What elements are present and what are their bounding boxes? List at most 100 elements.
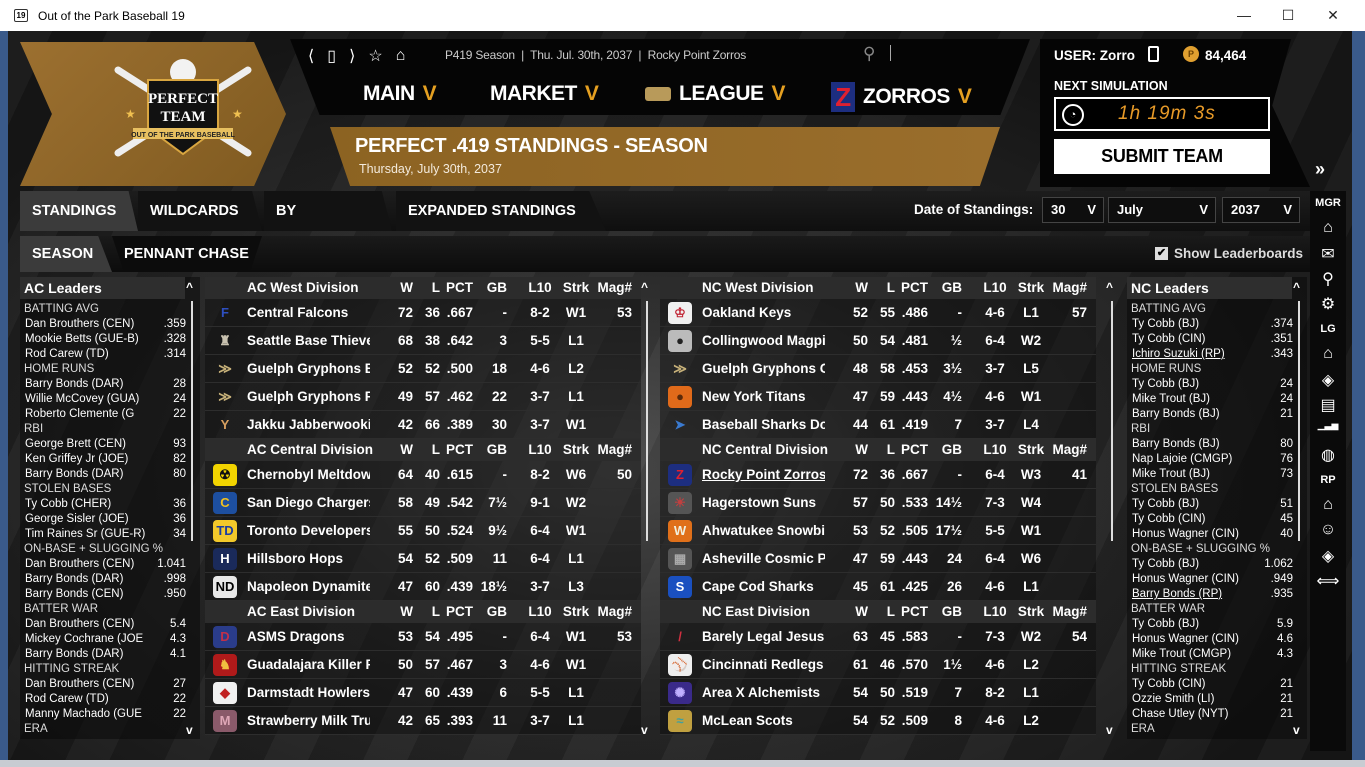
nav-main[interactable]: MAIN V xyxy=(363,82,437,106)
scroll-thumb[interactable] xyxy=(191,301,193,541)
close-button[interactable]: ✕ xyxy=(1327,7,1339,23)
tab-wildcards[interactable]: WILDCARDS xyxy=(138,191,262,231)
leader-row[interactable]: George Brett (CEN) 93 xyxy=(20,437,186,452)
column-header-l10[interactable]: L10 xyxy=(983,604,1007,619)
leader-row[interactable]: Ty Cobb (BJ) 5.9 xyxy=(1127,617,1293,632)
back-icon[interactable]: ⟨ xyxy=(308,48,315,65)
column-header-mag[interactable]: Mag# xyxy=(597,604,632,619)
leader-name[interactable]: Barry Bonds (DAR) xyxy=(25,378,124,390)
leader-row[interactable]: Mike Trout (CMGP) 4.3 xyxy=(1127,647,1293,662)
leader-name[interactable]: Barry Bonds (RP) xyxy=(1132,588,1223,600)
scroll-up-icon[interactable]: ^ xyxy=(186,280,194,294)
leader-name[interactable]: Barry Bonds (DAR) xyxy=(25,648,124,660)
search-icon[interactable]: ⚲ xyxy=(863,44,876,63)
team-name[interactable]: Central Falcons xyxy=(247,305,349,320)
maximize-button[interactable]: ☐ xyxy=(1281,7,1295,23)
column-header-mag[interactable]: Mag# xyxy=(1052,280,1087,295)
team-row[interactable]: ● New York Titans 47 59 .443 4½ 4-6 W1 xyxy=(660,383,1096,411)
leader-name[interactable]: Barry Bonds (DAR) xyxy=(25,468,124,480)
team-row[interactable]: Z Rocky Point Zorros 72 36 .667 - 6-4 W3 41 xyxy=(660,461,1096,489)
home-icon[interactable]: ⌂ xyxy=(1323,219,1333,236)
leader-name[interactable]: Ozzie Smith (LI) xyxy=(1132,693,1215,705)
leader-row[interactable]: Ty Cobb (CIN) 21 xyxy=(1127,677,1293,692)
team-name[interactable]: McLean Scots xyxy=(702,713,793,728)
nav-market[interactable]: MARKET V xyxy=(490,82,599,106)
leader-name[interactable]: Mickey Cochrane (JOE xyxy=(25,633,144,645)
nav-zorros[interactable]: Z ZORROS V xyxy=(831,82,972,112)
column-header-l10[interactable]: L10 xyxy=(983,442,1007,457)
show-leaderboards-checkbox[interactable]: ✔ xyxy=(1155,247,1168,260)
leader-name[interactable]: Ty Cobb (CIN) xyxy=(1132,333,1206,345)
column-header-mag[interactable]: Mag# xyxy=(597,280,632,295)
leader-row[interactable]: Mike Trout (BJ) 24 xyxy=(1127,392,1293,407)
tab-by-subleague[interactable]: BY SUBLEAGUE xyxy=(264,191,392,231)
leader-row[interactable]: Ty Cobb (BJ) 1.062 xyxy=(1127,557,1293,572)
scroll-thumb[interactable] xyxy=(646,301,648,541)
team-name[interactable]: New York Titans xyxy=(702,389,806,404)
leader-name[interactable]: Barry Bonds (CEN) xyxy=(25,588,124,600)
leader-row[interactable]: Nap Lajoie (CMGP) 76 xyxy=(1127,452,1293,467)
player-icon[interactable]: ☺ xyxy=(1319,521,1337,538)
leader-name[interactable]: Tim Raines Sr (GUE-R) xyxy=(25,528,146,540)
leader-name[interactable]: Barry Bonds (BJ) xyxy=(1132,408,1220,420)
leader-name[interactable]: Dan Brouthers (CEN) xyxy=(25,558,135,570)
leader-row[interactable]: Dan Brouthers (CEN) 1.041 xyxy=(20,557,186,572)
team-name[interactable]: Cincinnati Redlegs xyxy=(702,657,824,672)
stats-bars-icon[interactable]: ▁▃▅ xyxy=(1317,420,1339,430)
leader-row[interactable]: Dan Brouthers (CEN) 5.4 xyxy=(20,617,186,632)
leader-row[interactable]: Ty Cobb (BJ) 24 xyxy=(1127,377,1293,392)
leader-name[interactable]: Ty Cobb (BJ) xyxy=(1132,498,1200,510)
team-row[interactable]: D ASMS Dragons 53 54 .495 - 6-4 W1 53 xyxy=(205,623,641,651)
forward-icon[interactable]: ⟩ xyxy=(349,48,356,65)
team-row[interactable]: ✺ Area X Alchemists 54 50 .519 7 8-2 L1 xyxy=(660,679,1096,707)
team-row[interactable]: ▦ Asheville Cosmic Possums 47 59 .443 24 6-4 W6 xyxy=(660,545,1096,573)
card-icon[interactable]: ▤ xyxy=(1320,397,1336,414)
column-header-pct[interactable]: PCT xyxy=(901,604,928,619)
leader-row[interactable]: Barry Bonds (DAR) 80 xyxy=(20,467,186,482)
team-name[interactable]: Strawberry Milk Trucks xyxy=(247,713,370,728)
team-name[interactable]: Ahwatukee Snowbirds xyxy=(702,523,825,538)
leader-name[interactable]: Ty Cobb (CIN) xyxy=(1132,678,1206,690)
column-header-gb[interactable]: GB xyxy=(941,280,962,295)
column-header-gb[interactable]: GB xyxy=(486,442,507,457)
leader-name[interactable]: Honus Wagner (CIN) xyxy=(1132,528,1239,540)
leader-name[interactable]: Honus Wagner (CIN) xyxy=(1132,633,1239,645)
team-name[interactable]: Darmstadt Howlers xyxy=(247,685,370,700)
column-header-w[interactable]: W xyxy=(400,604,413,619)
team-row[interactable]: M Strawberry Milk Trucks 42 65 .393 11 3-7 L1 xyxy=(205,707,641,735)
home-icon[interactable]: ⌂ xyxy=(1323,345,1333,362)
gear-icon[interactable]: ⚙ xyxy=(1320,296,1336,313)
team-row[interactable]: S Cape Cod Sharks 45 61 .425 26 4-6 L1 xyxy=(660,573,1096,601)
scroll-up-icon[interactable]: ^ xyxy=(1293,280,1301,294)
team-name[interactable]: Hillsboro Hops xyxy=(247,551,344,566)
team-name[interactable]: Hagerstown Suns xyxy=(702,495,817,510)
leader-row[interactable]: Dan Brouthers (CEN) 27 xyxy=(20,677,186,692)
leader-name[interactable]: Barry Bonds (BJ) xyxy=(1132,438,1220,450)
team-name[interactable]: Jakku Jabberwookies xyxy=(247,417,370,432)
leader-row[interactable]: Barry Bonds (DAR) 4.1 xyxy=(20,647,186,662)
column-header-w[interactable]: W xyxy=(400,280,413,295)
column-header-w[interactable]: W xyxy=(855,442,868,457)
team-row[interactable]: ➤ Baseball Sharks Doo 44 61 .419 7 3-7 L4 xyxy=(660,411,1096,439)
leader-name[interactable]: Ken Griffey Jr (JOE) xyxy=(25,453,129,465)
leader-row[interactable]: Dan Brouthers (CEN) .359 xyxy=(20,317,186,332)
leader-row[interactable]: Willie McCovey (GUA) 24 xyxy=(20,392,186,407)
team-row[interactable]: ♞ Guadalajara Killer Rabbits 50 57 .467 3 4-6 W… xyxy=(205,651,641,679)
column-header-strk[interactable]: Strk xyxy=(562,442,590,457)
column-header-gb[interactable]: GB xyxy=(486,280,507,295)
team-name[interactable]: Toronto Developers xyxy=(247,523,370,538)
column-header-mag[interactable]: Mag# xyxy=(1052,604,1087,619)
team-name[interactable]: Seattle Base Thieves xyxy=(247,333,370,348)
column-header-l10[interactable]: L10 xyxy=(528,442,552,457)
star-icon[interactable]: ☆ xyxy=(368,48,383,65)
scroll-thumb[interactable] xyxy=(1298,301,1300,541)
column-header-l10[interactable]: L10 xyxy=(528,280,552,295)
scrollbar[interactable]: ^ v xyxy=(184,277,200,739)
leader-row[interactable]: Ty Cobb (CIN) .351 xyxy=(1127,332,1293,347)
column-header-l[interactable]: L xyxy=(886,442,895,457)
leader-name[interactable]: Rod Carew (TD) xyxy=(25,693,109,705)
home-icon[interactable]: ⌂ xyxy=(395,47,406,64)
tab-pennant-chase[interactable]: PENNANT CHASE xyxy=(112,236,262,272)
leader-name[interactable]: George Sisler (JOE) xyxy=(25,513,129,525)
team-name[interactable]: Cape Cod Sharks xyxy=(702,579,814,594)
